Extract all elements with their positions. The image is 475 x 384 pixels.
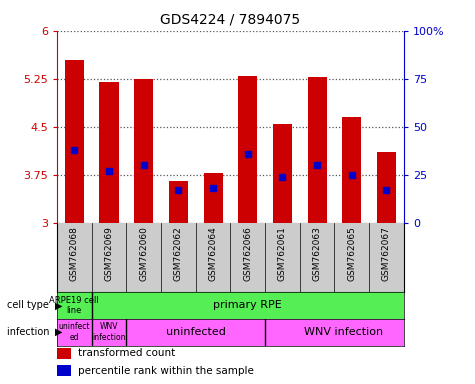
Text: uninfect
ed: uninfect ed <box>58 323 90 342</box>
Text: transformed count: transformed count <box>78 348 176 358</box>
Bar <box>65 60 84 223</box>
Text: GSM762063: GSM762063 <box>313 226 322 281</box>
Text: ▶: ▶ <box>55 300 62 310</box>
Text: cell type: cell type <box>7 300 52 310</box>
Bar <box>238 76 257 223</box>
Text: WNV
infection: WNV infection <box>92 323 126 342</box>
Bar <box>99 82 119 223</box>
Text: GSM762060: GSM762060 <box>139 226 148 281</box>
Text: uninfected: uninfected <box>166 327 226 337</box>
Bar <box>134 79 153 223</box>
Text: GSM762067: GSM762067 <box>382 226 391 281</box>
Text: primary RPE: primary RPE <box>213 300 282 310</box>
Bar <box>169 181 188 223</box>
Bar <box>57 365 71 376</box>
Bar <box>342 117 361 223</box>
Text: GSM762065: GSM762065 <box>347 226 356 281</box>
Text: GSM762062: GSM762062 <box>174 226 183 281</box>
Text: WNV infection: WNV infection <box>304 327 383 337</box>
Bar <box>203 173 223 223</box>
Bar <box>273 124 292 223</box>
Text: GSM762064: GSM762064 <box>209 226 218 281</box>
Bar <box>57 348 71 359</box>
Text: GSM762068: GSM762068 <box>70 226 79 281</box>
Text: GSM762069: GSM762069 <box>104 226 114 281</box>
Bar <box>307 77 327 223</box>
Text: GSM762061: GSM762061 <box>278 226 287 281</box>
Text: GSM762066: GSM762066 <box>243 226 252 281</box>
Text: ARPE19 cell
line: ARPE19 cell line <box>49 296 99 315</box>
Text: ▶: ▶ <box>55 327 62 337</box>
Text: infection: infection <box>7 327 52 337</box>
Text: percentile rank within the sample: percentile rank within the sample <box>78 366 254 376</box>
Title: GDS4224 / 7894075: GDS4224 / 7894075 <box>160 13 300 27</box>
Bar <box>377 152 396 223</box>
